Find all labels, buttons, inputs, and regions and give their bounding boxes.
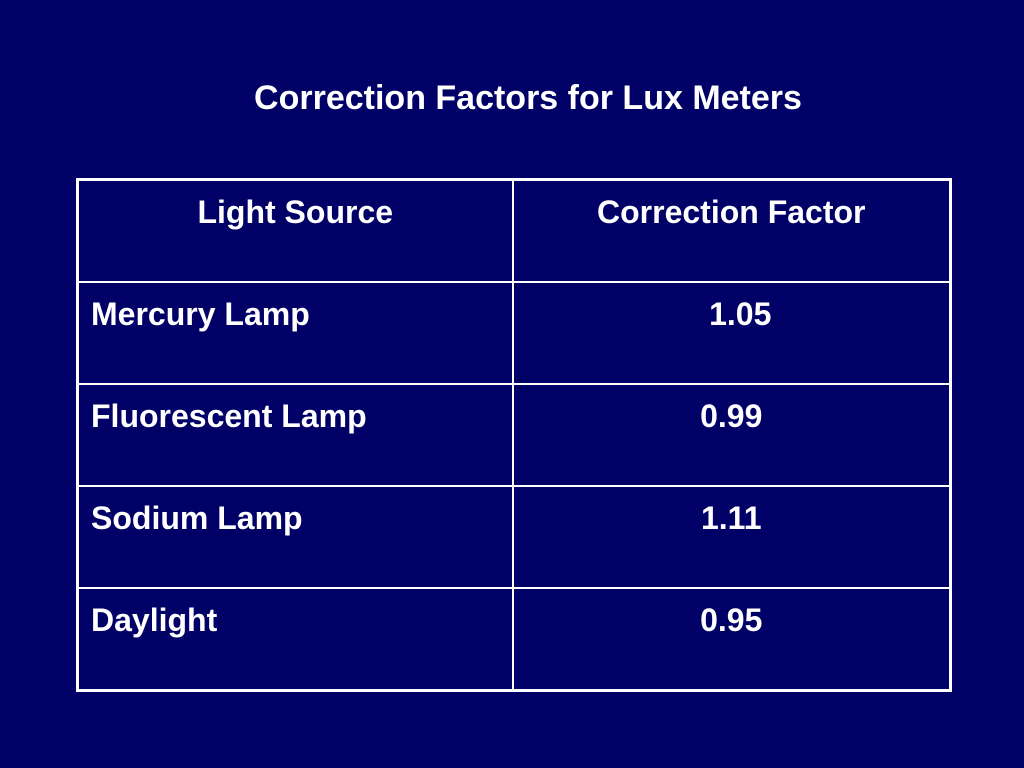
column-header-correction-factor: Correction Factor <box>511 178 952 283</box>
table-header-row: Light Source Correction Factor <box>76 178 952 283</box>
table-row: Daylight 0.95 <box>76 587 952 692</box>
correction-factor-table: Light Source Correction Factor Mercury L… <box>76 178 952 692</box>
light-source-cell: Daylight <box>76 587 514 692</box>
correction-factor-cell: 0.95 <box>511 587 952 692</box>
light-source-cell: Fluorescent Lamp <box>76 383 514 487</box>
correction-factor-cell: 1.11 <box>511 485 952 589</box>
light-source-cell: Sodium Lamp <box>76 485 514 589</box>
correction-factor-cell: 0.99 <box>511 383 952 487</box>
correction-factor-cell: 1.05 <box>511 281 952 385</box>
column-header-light-source: Light Source <box>76 178 514 283</box>
table-row: Mercury Lamp 1.05 <box>76 281 952 385</box>
light-source-cell: Mercury Lamp <box>76 281 514 385</box>
table-row: Fluorescent Lamp 0.99 <box>76 383 952 487</box>
slide-title: Correction Factors for Lux Meters <box>254 79 802 117</box>
table-row: Sodium Lamp 1.11 <box>76 485 952 589</box>
